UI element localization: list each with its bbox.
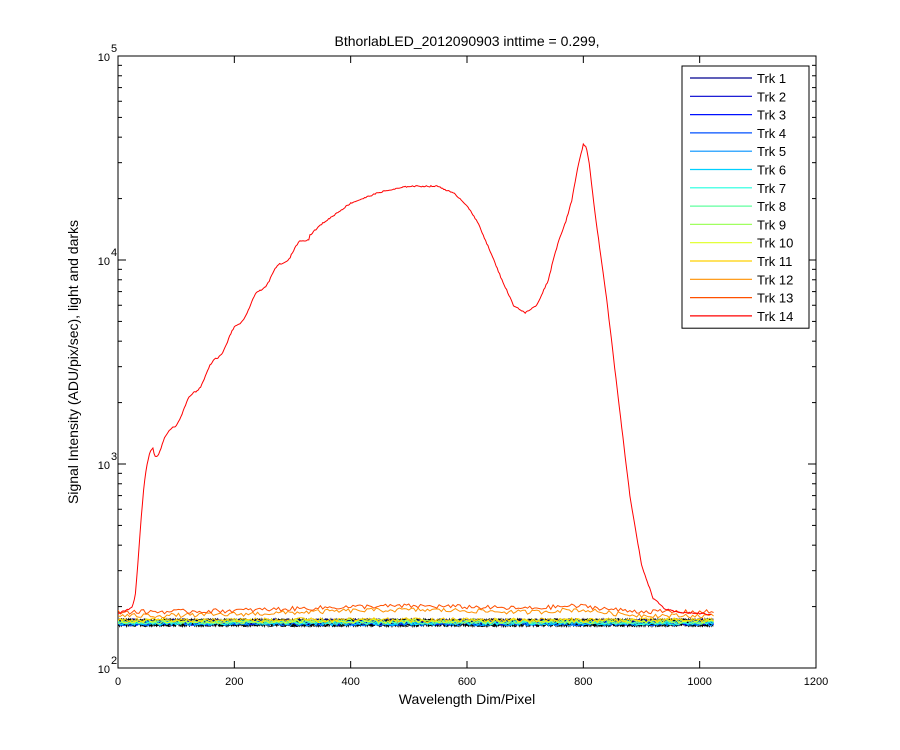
legend-label: Trk 1 [757,71,786,86]
legend-label: Trk 13 [757,291,793,306]
series-line [118,618,714,624]
y-tick-exponent: 2 [111,655,117,667]
legend-items: Trk 1 Trk 2 Trk 3 Trk 4 Trk 5 Trk 6 Trk 7 Trk 8… [690,71,793,324]
series-line [118,603,714,615]
legend-box [681,65,810,329]
y-tick-exponent: 3 [111,451,117,463]
legend-label: Trk 11 [757,254,792,269]
legend-label: Trk 4 [757,126,786,141]
x-tick-label: 400 [341,676,359,688]
y-tick-label: 10 [98,460,110,472]
series-line [118,607,714,619]
legend-label: Trk 2 [757,89,786,104]
chart-title: BthorlabLED_2012090903 inttime = 0.299, [334,33,599,49]
y-tick-label: 10 [98,664,110,676]
legend-label: Trk 5 [757,144,786,159]
y-tick-exponent: 5 [111,43,117,55]
series-line [118,617,714,624]
legend-label: Trk 14 [757,309,793,324]
legend-label: Trk 6 [757,163,786,178]
y-axis-label: Signal Intensity (ADU/pix/sec), light an… [65,220,81,504]
y-tick-exponent: 4 [111,247,117,259]
legend-label: Trk 3 [757,108,786,123]
series-line-main [118,142,712,616]
legend-label: Trk 9 [757,217,786,232]
series-lines [118,142,715,629]
legend-label: Trk 10 [757,236,793,251]
x-tick-label: 0 [115,676,121,688]
x-tick-label: 200 [225,676,243,688]
legend-label: Trk 8 [757,199,786,214]
x-axis-label: Wavelength Dim/Pixel [399,691,535,707]
legend-label: Trk 7 [757,181,786,196]
legend: Trk 1 Trk 2 Trk 3 Trk 4 Trk 5 Trk 6 Trk 7 Trk 8… [681,65,810,329]
x-tick-label: 1000 [687,676,711,688]
x-tick-label: 600 [458,676,476,688]
y-tick-label: 10 [98,256,110,268]
legend-label: Trk 12 [757,272,793,287]
x-tick-label: 1200 [804,676,828,688]
y-tick-label: 10 [98,52,110,64]
x-tick-label: 800 [574,676,592,688]
